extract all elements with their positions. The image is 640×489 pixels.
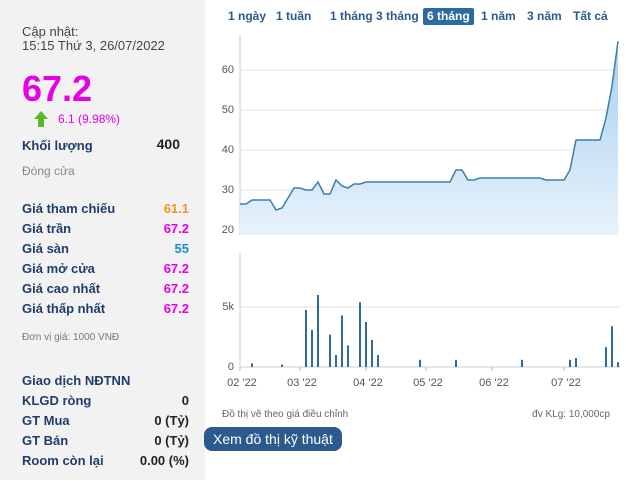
volume-bar bbox=[371, 340, 373, 367]
stat-value: 55 bbox=[174, 241, 189, 256]
range-tab[interactable]: 1 tháng bbox=[330, 9, 373, 23]
x-tick-label: 05 '22 bbox=[413, 377, 443, 389]
range-tab[interactable]: 6 tháng bbox=[423, 8, 474, 25]
stat-value: 67.2 bbox=[163, 301, 189, 316]
volume-label: Khối lượng bbox=[22, 138, 93, 153]
x-tick-label: 02 '22 bbox=[227, 377, 257, 389]
volume-bar bbox=[305, 310, 307, 367]
volume-bar bbox=[575, 358, 577, 367]
chart: 20 30 40 50 60 0 5k 02 '22 03 '22 04 '22 05 '22 06 … bbox=[222, 35, 620, 389]
foreign-label: GT Mua bbox=[22, 413, 70, 428]
range-tab[interactable]: Tất cả bbox=[573, 9, 608, 23]
technical-chart-button[interactable]: Xem đồ thị kỹ thuật bbox=[204, 427, 342, 451]
stat-label: Giá tham chiếu bbox=[22, 201, 116, 216]
change: 6.1 (9.98%) bbox=[58, 112, 121, 126]
volume-unit: đv KLg: 10,000cp bbox=[532, 409, 610, 420]
range-tab[interactable]: 3 tháng bbox=[376, 9, 419, 23]
volume-bar bbox=[365, 322, 367, 367]
volume-value: 400 bbox=[156, 136, 180, 152]
stat-label: Giá sàn bbox=[22, 241, 69, 256]
unit-note: Đơn vị giá: 1000 VNĐ bbox=[22, 332, 120, 343]
volume-bar bbox=[611, 326, 613, 367]
updated-time: 15:15 Thứ 3, 26/07/2022 bbox=[22, 38, 165, 53]
range-tab[interactable]: 1 năm bbox=[481, 9, 516, 23]
plot-area bbox=[240, 253, 620, 367]
stat-label: Giá mở cửa bbox=[22, 261, 95, 276]
range-tab[interactable]: 1 ngày bbox=[228, 9, 267, 23]
volume-bar bbox=[317, 295, 319, 367]
volume-bar bbox=[419, 359, 421, 367]
x-tick-label: 03 '22 bbox=[287, 377, 317, 389]
volume-bar bbox=[347, 345, 349, 367]
stat-value: 67.2 bbox=[163, 221, 189, 236]
adjusted-note: Đồ thị vẽ theo giá điều chỉnh bbox=[222, 409, 349, 420]
price-line bbox=[240, 41, 619, 211]
volume-bar bbox=[329, 334, 331, 367]
x-tick-label: 07 '22 bbox=[551, 377, 581, 389]
foreign-value: 0 (Tỷ) bbox=[154, 413, 189, 428]
price: 67.2 bbox=[22, 68, 93, 109]
foreign-value: 0 (Tỷ) bbox=[154, 433, 189, 448]
foreign-label: GT Bán bbox=[22, 433, 69, 448]
range-tab[interactable]: 1 tuần bbox=[276, 9, 312, 23]
stat-label: Giá cao nhất bbox=[22, 281, 101, 296]
volume-bar bbox=[605, 347, 607, 367]
stat-value: 67.2 bbox=[163, 261, 189, 276]
volume-bar bbox=[569, 359, 571, 367]
volume-bar bbox=[359, 302, 361, 367]
volume-bar bbox=[341, 315, 343, 367]
foreign-label: Room còn lại bbox=[22, 453, 104, 468]
y-tick-label: 40 bbox=[222, 144, 234, 156]
x-tick-label: 04 '22 bbox=[353, 377, 383, 389]
volume-bar bbox=[251, 363, 253, 367]
volume-bar bbox=[617, 362, 619, 367]
y-tick-label: 20 bbox=[222, 224, 234, 236]
stat-value: 67.2 bbox=[163, 281, 189, 296]
range-tab[interactable]: 3 năm bbox=[527, 9, 562, 23]
y-tick-label: 60 bbox=[222, 64, 234, 76]
info-panel: Cập nhật: 15:15 Thứ 3, 26/07/2022 67.2 6… bbox=[0, 0, 205, 480]
updated-label: Cập nhật: bbox=[22, 24, 79, 39]
stat-label: Giá thấp nhất bbox=[22, 301, 106, 316]
foreign-value: 0.00 (%) bbox=[139, 453, 189, 468]
volume-bar bbox=[335, 355, 337, 367]
y-tick-label: 5k bbox=[222, 301, 234, 313]
volume-bar bbox=[521, 359, 523, 367]
y-tick-label: 50 bbox=[222, 104, 234, 116]
y-tick-label: 0 bbox=[228, 361, 234, 373]
volume-bar bbox=[377, 355, 379, 367]
x-tick-label: 06 '22 bbox=[479, 377, 509, 389]
volume-bar bbox=[455, 359, 457, 367]
up-arrow bbox=[34, 111, 48, 127]
foreign-value: 0 bbox=[181, 393, 189, 408]
area-fill bbox=[240, 41, 618, 236]
stat-value: 61.1 bbox=[163, 201, 189, 216]
y-tick-label: 30 bbox=[222, 184, 234, 196]
volume-bar bbox=[311, 329, 313, 367]
status: Đóng cửa bbox=[22, 164, 75, 178]
foreign-label: KLGD ròng bbox=[22, 393, 92, 408]
foreign-title: Giao dịch NĐTNN bbox=[22, 373, 131, 388]
stat-label: Giá trần bbox=[22, 221, 72, 236]
volume-bar bbox=[281, 364, 283, 367]
